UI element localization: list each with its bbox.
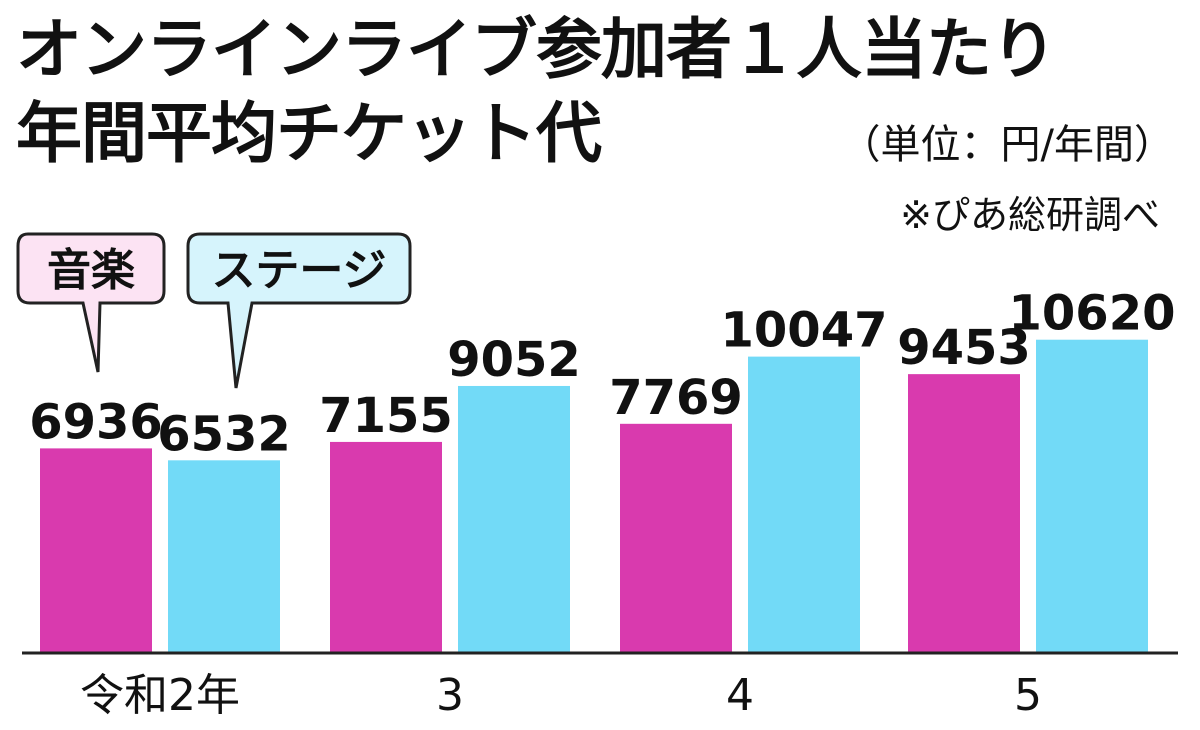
bar-stage-1 — [458, 385, 570, 653]
chart-title-line-2: 年間平均チケット代 — [16, 95, 602, 172]
data-label-music-1: 7155 — [319, 388, 453, 444]
data-label-music-2: 7769 — [609, 370, 743, 426]
x-tick-label-3: 5 — [1014, 670, 1042, 721]
x-tick-labels: 令和2年 3 4 5 — [80, 670, 1042, 721]
bar-stage-3 — [1036, 339, 1148, 653]
data-label-stage-2: 10047 — [721, 303, 888, 359]
bar-stage-2 — [748, 356, 860, 653]
legend-callout-music — [16, 232, 166, 373]
data-label-music-3: 9453 — [897, 320, 1031, 376]
data-label-stage-0: 6532 — [157, 406, 291, 462]
bar-music-0 — [40, 448, 152, 653]
bar-music-1 — [330, 441, 442, 653]
data-label-stage-1: 9052 — [447, 332, 581, 388]
legend-item-stage: ステージ — [186, 232, 412, 389]
legend-label-stage: ステージ — [211, 245, 386, 296]
legend-item-music: 音楽 — [16, 232, 166, 373]
x-tick-label-0: 令和2年 — [80, 670, 240, 721]
data-label-stage-3: 10620 — [1009, 286, 1176, 342]
legend-label-music: 音楽 — [47, 245, 135, 296]
bar-stage-0 — [168, 460, 280, 653]
chart-title-line-1: オンラインライブ参加者１人当たり — [16, 11, 1057, 88]
source-note: ※ぴあ総研調べ — [900, 193, 1160, 237]
data-label-music-0: 6936 — [29, 394, 163, 450]
bar-music-3 — [908, 374, 1020, 653]
unit-label: （単位：円/年間） — [840, 122, 1174, 168]
legend-callout-stage — [186, 232, 412, 389]
bar-music-2 — [620, 423, 732, 653]
x-tick-label-2: 4 — [726, 670, 754, 721]
x-tick-label-1: 3 — [436, 670, 464, 721]
